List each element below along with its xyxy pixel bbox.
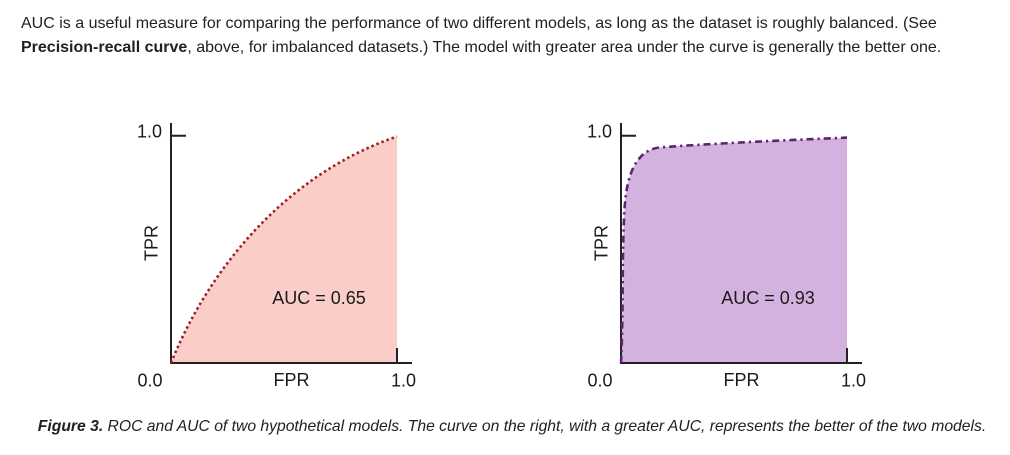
svg-text:1.0: 1.0 <box>391 371 416 391</box>
svg-text:AUC = 0.65: AUC = 0.65 <box>272 288 366 308</box>
svg-text:1.0: 1.0 <box>841 371 866 391</box>
svg-text:FPR: FPR <box>274 370 310 390</box>
svg-text:0.0: 0.0 <box>137 371 162 391</box>
svg-text:AUC = 0.93: AUC = 0.93 <box>721 288 815 308</box>
svg-text:1.0: 1.0 <box>587 122 612 142</box>
svg-text:1.0: 1.0 <box>137 122 162 142</box>
svg-text:FPR: FPR <box>724 370 760 390</box>
svg-text:TPR: TPR <box>142 225 162 261</box>
svg-text:TPR: TPR <box>592 225 612 261</box>
svg-text:0.0: 0.0 <box>587 371 612 391</box>
